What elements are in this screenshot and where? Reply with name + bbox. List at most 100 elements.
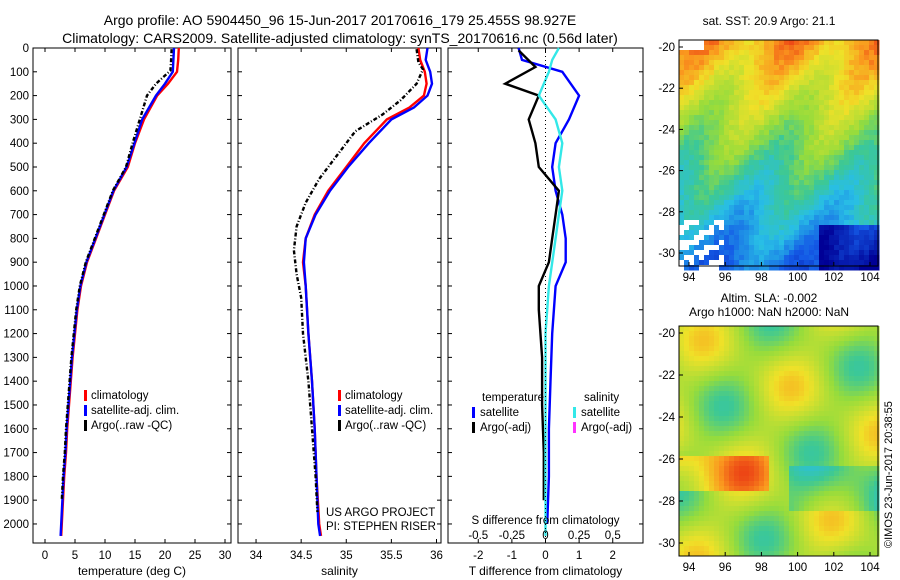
- map-cell: [809, 411, 815, 417]
- map-cell: [689, 386, 695, 392]
- map-cell: [684, 115, 690, 121]
- map-cell: [719, 471, 725, 477]
- map-cell: [744, 80, 750, 86]
- map-cell: [814, 135, 820, 141]
- map-cell: [704, 220, 710, 226]
- map-cell: [809, 441, 815, 447]
- map-cell: [819, 431, 825, 437]
- map-cell: [844, 170, 850, 176]
- map-cell: [769, 115, 775, 121]
- map-cell: [784, 170, 790, 176]
- map-cell: [744, 486, 750, 492]
- x-axis-label-top: S difference from climatology: [471, 515, 619, 527]
- map-cell: [774, 341, 780, 347]
- map-cell: [724, 346, 730, 352]
- map-cell: [774, 516, 780, 522]
- map-cell: [784, 235, 790, 241]
- map-cell: [839, 521, 845, 527]
- map-cell: [764, 361, 770, 367]
- map-cell: [799, 491, 805, 497]
- map-cell: [684, 140, 690, 146]
- map-cell: [749, 205, 755, 211]
- map-cell: [764, 366, 770, 372]
- map-cell: [869, 466, 875, 472]
- map-cell: [739, 170, 745, 176]
- map-cell: [804, 401, 810, 407]
- map-cell: [834, 371, 840, 377]
- map-cell: [834, 205, 840, 211]
- map-cell: [819, 456, 825, 462]
- map-cell: [819, 466, 825, 472]
- map-cell: [814, 140, 820, 146]
- map-cell: [854, 511, 860, 517]
- map-cell: [709, 55, 715, 61]
- map-cell: [749, 125, 755, 131]
- map-cell: [719, 461, 725, 467]
- map-cell: [719, 120, 725, 126]
- map-cell: [759, 486, 765, 492]
- map-cell: [864, 411, 870, 417]
- map-cell: [744, 546, 750, 552]
- map-cell: [814, 381, 820, 387]
- map-cell: [719, 361, 725, 367]
- map-cell: [739, 240, 745, 246]
- map-cell: [709, 170, 715, 176]
- map-cell: [814, 411, 820, 417]
- map-cell: [864, 145, 870, 151]
- map-cell: [864, 386, 870, 392]
- map-cell: [744, 511, 750, 517]
- map-cell: [754, 386, 760, 392]
- map-cell: [839, 50, 845, 56]
- map-cell: [724, 100, 730, 106]
- map-cell: [724, 541, 730, 547]
- map-cell: [729, 265, 735, 271]
- map-cell: [864, 165, 870, 171]
- map-cell: [714, 361, 720, 367]
- map-cell: [869, 165, 875, 171]
- map-cell: [754, 436, 760, 442]
- map-cell: [704, 105, 710, 111]
- map-cell: [789, 386, 795, 392]
- map-cell: [739, 361, 745, 367]
- map-cell: [724, 401, 730, 407]
- map-cell: [869, 145, 875, 151]
- map-cell: [744, 491, 750, 497]
- map-cell: [799, 130, 805, 136]
- map-cell: [744, 115, 750, 121]
- map-cell: [744, 431, 750, 437]
- map-y-tick-label: -28: [658, 207, 675, 219]
- map-cell: [709, 536, 715, 542]
- map-cell: [709, 115, 715, 121]
- map-cell: [764, 195, 770, 201]
- map-cell: [699, 135, 705, 141]
- map-cell: [809, 366, 815, 372]
- map-cell: [829, 531, 835, 537]
- map-cell: [834, 356, 840, 362]
- map-cell: [759, 130, 765, 136]
- map-cell: [819, 40, 825, 46]
- map-cell: [679, 245, 685, 251]
- map-cell: [749, 260, 755, 266]
- map-cell: [714, 50, 720, 56]
- map-cell: [824, 105, 830, 111]
- map-cell: [819, 551, 825, 557]
- map-cell: [714, 331, 720, 337]
- map-cell: [684, 516, 690, 522]
- map-cell: [859, 416, 865, 422]
- map-cell: [719, 145, 725, 151]
- map-cell: [799, 536, 805, 542]
- map-cell: [839, 250, 845, 256]
- map-cell: [749, 421, 755, 427]
- map-cell: [869, 110, 875, 116]
- map-cell: [829, 336, 835, 342]
- map-cell: [874, 170, 880, 176]
- map-cell: [829, 396, 835, 402]
- map-cell: [679, 396, 685, 402]
- map-cell: [844, 486, 850, 492]
- map-cell: [739, 55, 745, 61]
- map-cell: [749, 40, 755, 46]
- map-cell: [819, 411, 825, 417]
- map-cell: [769, 441, 775, 447]
- map-cell: [864, 50, 870, 56]
- map-cell: [739, 60, 745, 66]
